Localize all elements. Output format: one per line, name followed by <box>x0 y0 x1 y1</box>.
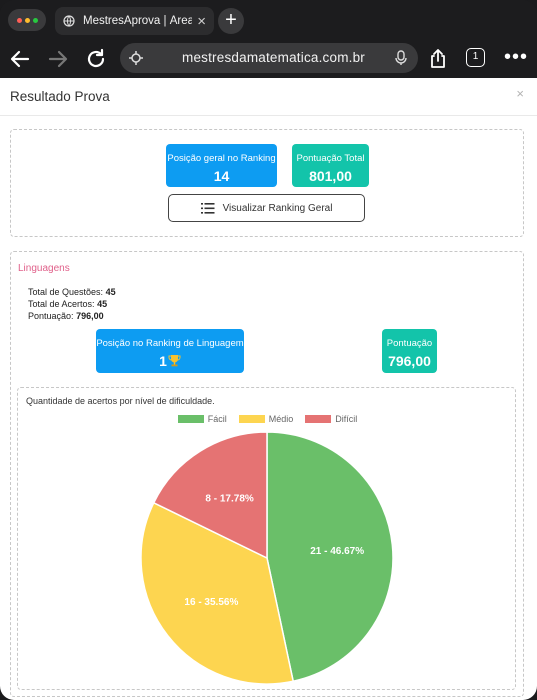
tab-count-button[interactable]: 1 <box>466 48 485 67</box>
pie-data-label: 8 - 17.78% <box>205 494 253 505</box>
total-questions-value: 45 <box>105 287 116 297</box>
total-correct-row: Total de Acertos: 45 <box>28 299 107 309</box>
microphone-icon[interactable] <box>394 50 408 66</box>
pie-chart: 21 - 46.67% 16 - 35.56% 8 - 17.78% <box>140 431 394 685</box>
subject-score-badge-label: Pontuação <box>386 338 433 349</box>
modal-header: Resultado Prova × <box>0 78 537 116</box>
back-arrow-icon[interactable] <box>8 47 32 71</box>
total-score-value: 801,00 <box>309 168 352 184</box>
legend-swatch <box>238 415 265 423</box>
browser-toolbar: mestresdamatematica.com.br 1 ••• <box>0 40 537 78</box>
total-correct-label: Total de Acertos: <box>28 299 95 309</box>
legend-swatch <box>177 415 204 423</box>
chart-legend: Fácil Médio Difícil <box>18 414 517 424</box>
difficulty-chart-panel: Quantidade de acertos por nível de dific… <box>17 387 516 690</box>
modal-close-button[interactable]: × <box>516 86 524 101</box>
page-content: Resultado Prova × Posição geral no Ranki… <box>0 78 537 700</box>
subject-score-label: Pontuação: <box>28 311 74 321</box>
total-correct-value: 45 <box>97 299 108 309</box>
list-icon <box>200 202 215 214</box>
subject-score-value: 796,00 <box>76 311 104 321</box>
pie-data-label: 21 - 46.67% <box>310 546 364 557</box>
pie-data-label: 16 - 35.56% <box>184 597 238 608</box>
modal-title: Resultado Prova <box>10 89 110 104</box>
overall-rank-label: Posição geral no Ranking <box>167 153 276 164</box>
total-questions-row: Total de Questões: 45 <box>28 287 116 297</box>
legend-item[interactable]: Difícil <box>305 414 357 424</box>
view-ranking-label: Visualizar Ranking Geral <box>222 202 333 214</box>
legend-item[interactable]: Médio <box>238 414 294 424</box>
overall-rank-badge: Posição geral no Ranking 14 <box>166 144 277 187</box>
url-text: mestresdamatematica.com.br <box>182 50 366 65</box>
browser-tab[interactable]: MestresAprova | Área do × <box>55 7 214 35</box>
pie-slice-difícil[interactable] <box>152 431 268 560</box>
subject-title: Linguagens <box>18 263 70 274</box>
new-tab-button[interactable]: + <box>218 8 244 34</box>
subject-rank-label: Posição no Ranking de Linguagem <box>96 338 244 349</box>
minimize-window-icon[interactable] <box>24 17 30 23</box>
legend-swatch <box>305 415 332 423</box>
subject-score-row: Pontuação: 796,00 <box>28 311 104 321</box>
legend-item[interactable]: Fácil <box>177 414 227 424</box>
address-bar[interactable]: mestresdamatematica.com.br <box>120 43 418 73</box>
subject-score-badge: Pontuação 796,00 <box>382 329 437 373</box>
share-icon[interactable] <box>426 47 450 71</box>
subject-rank-badge: Posição no Ranking de Linguagem 1 <box>96 329 244 373</box>
legend-label: Fácil <box>207 414 227 424</box>
pie-slice-fácil[interactable] <box>266 431 394 683</box>
subject-score-badge-value: 796,00 <box>388 353 431 369</box>
total-questions-label: Total de Questões: <box>28 287 104 297</box>
more-menu-icon[interactable]: ••• <box>504 46 529 68</box>
forward-arrow-icon[interactable] <box>46 47 70 71</box>
total-score-label: Pontuação Total <box>296 153 365 164</box>
reload-icon[interactable] <box>84 47 108 71</box>
view-ranking-button[interactable]: Visualizar Ranking Geral <box>168 194 365 222</box>
tab-close-icon[interactable]: × <box>197 12 206 30</box>
site-settings-icon[interactable] <box>128 50 144 66</box>
legend-label: Médio <box>268 414 294 424</box>
overall-summary-panel: Posição geral no Ranking 14 Pontuação To… <box>10 129 524 237</box>
subject-panel <box>10 251 524 697</box>
close-window-icon[interactable] <box>16 17 22 23</box>
subject-rank-value: 1 <box>159 353 167 369</box>
subject-rank-value-row: 1 <box>96 353 244 369</box>
pie-slice-médio[interactable] <box>140 501 295 685</box>
tab-title: MestresAprova | Área do <box>83 15 192 27</box>
overall-rank-value: 14 <box>213 168 230 184</box>
maximize-window-icon[interactable] <box>32 17 38 23</box>
tab-strip: MestresAprova | Área do × + <box>0 0 537 40</box>
trophy-icon <box>168 355 181 367</box>
window-controls[interactable] <box>8 9 46 31</box>
total-score-badge: Pontuação Total 801,00 <box>292 144 369 187</box>
chart-title: Quantidade de acertos por nível de dific… <box>26 396 215 406</box>
legend-label: Difícil <box>335 414 358 424</box>
globe-icon <box>63 15 75 27</box>
